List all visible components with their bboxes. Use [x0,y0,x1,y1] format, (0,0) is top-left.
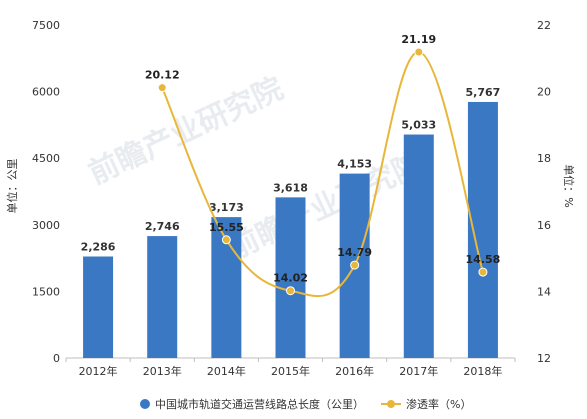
legend: 中国城市轨道交通运营线路总长度（公里） 渗透率（%） [140,397,471,411]
x-tick-label: 2016年 [335,364,374,378]
line-series: 20.12 15.55 14.02 14.79 21.19 14.58 [145,33,501,298]
y-tick-left: 4500 [32,152,60,165]
line-value-label: 20.12 [145,69,180,82]
watermark-text: 前瞻产业研究院 [83,71,288,191]
right-axis-ticks: 12 14 16 18 20 22 [537,19,551,365]
legend-bar-marker [140,399,150,409]
y-tick-left: 3000 [32,219,60,232]
line-point [414,47,424,57]
bar-value-label: 3,618 [273,181,308,194]
x-tick-label: 2018年 [463,364,502,378]
y-tick-left: 6000 [32,86,60,99]
bar [147,236,178,358]
bar-value-label: 2,286 [81,241,116,254]
bar-series: 2,286 2,746 3,173 3,618 4,153 5,033 5,767 [81,86,501,359]
line-value-label: 14.58 [466,253,501,266]
line-value-label: 14.02 [273,272,308,285]
bar-value-label: 2,746 [145,220,180,233]
y-tick-left: 0 [53,352,60,365]
bar [403,134,434,358]
line-point [478,267,488,277]
bar-value-label: 3,173 [209,201,244,214]
bar [275,197,306,358]
line-value-label: 15.55 [209,221,244,234]
legend-line-label: 渗透率（%） [406,397,471,411]
x-tick-label: 2015年 [271,364,310,378]
line-point [350,260,360,270]
y-tick-left: 7500 [32,19,60,32]
y-tick-right: 14 [537,285,551,298]
y-tick-right: 20 [537,86,551,99]
y-tick-right: 18 [537,152,551,165]
line-path [161,50,484,298]
line-point [286,286,295,296]
legend-bar-label: 中国城市轨道交通运营线路总长度（公里） [155,397,364,411]
y-tick-right: 12 [537,352,551,365]
line-value-label: 14.79 [337,246,372,259]
watermark-text: 前瞻产业研究院 [223,146,428,266]
x-tick-label: 2017年 [399,364,438,378]
left-axis-ticks: 0 1500 3000 4500 6000 7500 [32,19,60,365]
y-tick-right: 22 [537,19,551,32]
bar-value-label: 4,153 [337,158,372,171]
line-value-label: 21.19 [401,33,436,46]
y-axis-title-right: 单位：% [562,164,576,207]
x-axis-ticks: 2012年 2013年 2014年 2015年 2016年 2017年 2018年 [65,358,516,378]
bar-value-label: 5,033 [401,119,436,132]
line-point [157,83,167,93]
bar-value-label: 5,767 [466,86,501,99]
line-point [221,235,231,245]
legend-line-dot [387,400,395,408]
x-tick-label: 2013年 [143,364,182,378]
y-axis-title-left: 单位：公里 [5,159,19,214]
bar [83,256,114,358]
y-tick-left: 1500 [32,285,60,298]
y-tick-right: 16 [537,219,551,232]
x-tick-label: 2012年 [79,364,118,378]
x-tick-label: 2014年 [207,364,246,378]
